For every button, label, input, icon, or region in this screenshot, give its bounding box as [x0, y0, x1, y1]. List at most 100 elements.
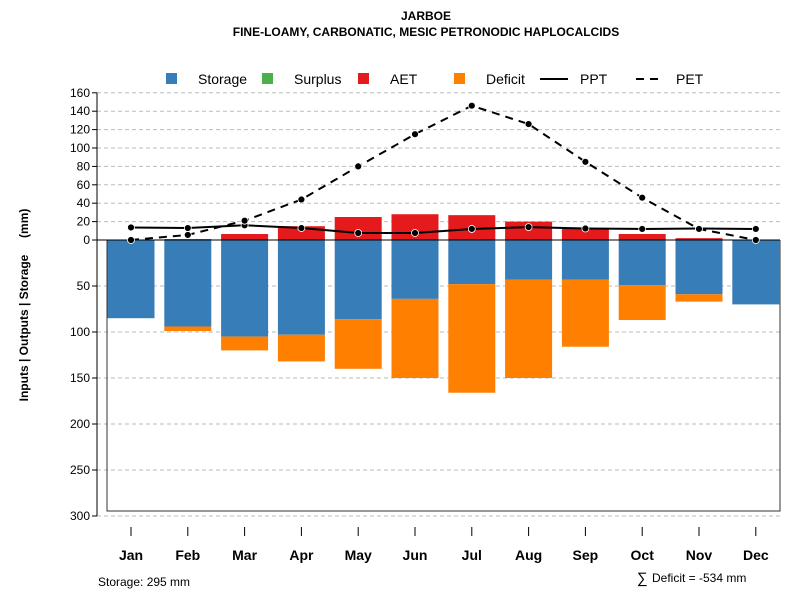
y-tick-label: 250 — [70, 463, 90, 477]
bars — [97, 214, 781, 512]
x-tick-label: Mar — [232, 547, 257, 563]
ppt-point — [297, 224, 306, 232]
storage-bar — [107, 240, 155, 319]
legend-swatch-aet — [358, 73, 369, 84]
storage-bar — [277, 240, 325, 335]
legend-label-aet: AET — [390, 71, 418, 87]
aet-bar — [675, 238, 723, 240]
deficit-bar — [505, 279, 553, 378]
x-tick-label: Sep — [573, 547, 599, 563]
ppt-point — [411, 229, 419, 237]
aet-bar — [561, 228, 609, 240]
y-tick-label: 300 — [70, 509, 90, 523]
x-tick-label: Oct — [631, 547, 655, 563]
aet-bar — [334, 217, 382, 240]
pet-point — [354, 162, 363, 171]
storage-annotation: Storage: 295 mm — [98, 575, 190, 589]
y-tick-label: 120 — [70, 123, 90, 137]
storage-bar — [561, 240, 609, 280]
pet-point — [297, 195, 306, 204]
pet-point — [524, 120, 533, 128]
deficit-bar — [164, 326, 212, 332]
storage-bar — [221, 240, 269, 337]
legend-label-deficit: Deficit — [486, 71, 525, 87]
pet-point — [751, 236, 760, 244]
legend: Storage Surplus AET Deficit PPT PET — [166, 71, 704, 87]
deficit-bar — [448, 284, 496, 393]
legend-swatch-storage — [166, 73, 177, 84]
legend-label-surplus: Surplus — [294, 71, 341, 87]
y-tick-label: 100 — [70, 141, 90, 155]
deficit-bar — [675, 294, 723, 302]
storage-bar — [618, 240, 666, 286]
deficit-bar — [221, 336, 269, 351]
pet-point — [581, 157, 590, 166]
x-tick-label: Jan — [119, 547, 143, 563]
y-axis-label: Inputs | Outputs | Storage (mm) — [17, 209, 31, 402]
x-tick-label: Apr — [289, 547, 314, 563]
storage-bar — [732, 240, 780, 305]
y-tick-label: 60 — [77, 178, 91, 192]
y-tick-label: 50 — [77, 279, 91, 293]
pet-point — [240, 216, 249, 225]
deficit-bar — [277, 334, 325, 362]
deficit-annotation: Deficit = -534 mm — [652, 571, 746, 585]
storage-capacity-box — [106, 240, 781, 512]
y-tick-label: 200 — [70, 417, 90, 431]
y-tick-label: 150 — [70, 371, 90, 385]
pet-point — [411, 130, 419, 139]
storage-bar — [675, 240, 723, 295]
legend-label-storage: Storage — [198, 71, 247, 87]
pet-line — [130, 104, 756, 241]
chart-title: JARBOE — [401, 9, 451, 23]
aet-bar — [221, 234, 269, 240]
ppt-point — [638, 225, 647, 233]
x-tick-label: Jun — [403, 547, 428, 563]
legend-label-ppt: PPT — [580, 71, 608, 87]
x-tick-label: Jul — [462, 547, 482, 563]
y-tick-label: 0 — [83, 233, 90, 247]
storage-bar — [391, 240, 439, 299]
legend-swatch-surplus — [262, 73, 273, 84]
pet-point — [127, 236, 135, 244]
chart-subtitle: FINE-LOAMY, CARBONATIC, MESIC PETRONODIC… — [233, 25, 619, 39]
pet-point — [467, 101, 476, 110]
deficit-bar — [391, 298, 439, 378]
storage-bar — [164, 240, 212, 327]
y-tick-label: 160 — [70, 86, 90, 100]
deficit-bar — [561, 279, 609, 347]
legend-label-pet: PET — [676, 71, 704, 87]
axes: 0 20 40 60 80 100 120 140 160 50 100 150 200 250 300 Ja… — [70, 86, 769, 563]
lines — [127, 101, 760, 244]
x-tick-label: Aug — [515, 547, 542, 563]
storage-bar — [505, 240, 553, 280]
pet-point — [183, 231, 192, 239]
y-tick-label: 40 — [77, 196, 91, 210]
x-tick-label: May — [345, 547, 372, 563]
x-tick-label: Nov — [686, 547, 713, 563]
ppt-point — [183, 224, 192, 232]
ppt-line — [130, 224, 756, 235]
storage-bar — [334, 240, 382, 320]
y-tick-label: 140 — [70, 104, 90, 118]
ppt-point — [581, 224, 590, 233]
aet-bar — [618, 234, 666, 240]
x-tick-label: Dec — [743, 547, 769, 563]
ppt-point — [127, 223, 135, 232]
pet-point — [638, 193, 647, 202]
y-tick-label: 100 — [70, 325, 90, 339]
deficit-sum-symbol: ∑ — [637, 570, 648, 587]
pet-point — [695, 225, 703, 233]
storage-bar — [448, 240, 496, 285]
ppt-point — [354, 229, 363, 237]
legend-swatch-deficit — [454, 73, 465, 84]
x-tick-label: Feb — [175, 547, 200, 563]
deficit-bar — [334, 319, 382, 369]
y-tick-label: 80 — [77, 159, 91, 173]
ppt-point — [467, 225, 476, 233]
ppt-point — [751, 225, 760, 233]
y-tick-label: 20 — [77, 215, 91, 229]
ppt-point — [524, 223, 533, 232]
deficit-bar — [618, 285, 666, 321]
